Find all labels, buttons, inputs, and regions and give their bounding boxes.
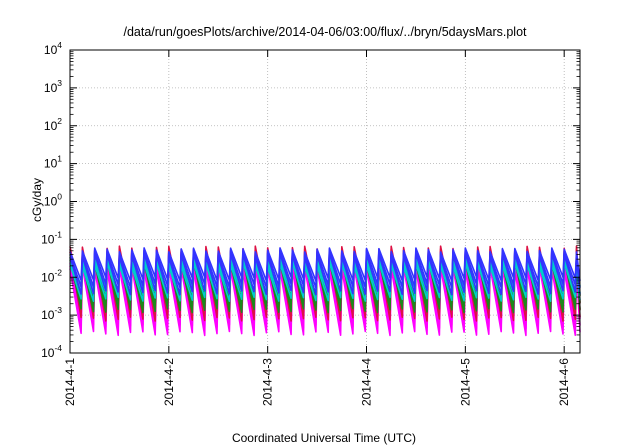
- y-tick-label: 10-1: [41, 229, 62, 246]
- x-axis-ticks: 2014-4-1 2014-4-2 2014-4-3 2014-4-4 2014-4-5…: [63, 50, 571, 406]
- y-tick-label: 104: [44, 40, 62, 57]
- chart-title: /data/run/goesPlots/archive/2014-04-06/0…: [123, 25, 527, 39]
- y-axis-ticks: 10-4 10-3 10-2 10-1 100 101 102 103 104: [41, 40, 580, 360]
- x-tick-label: 2014-4-4: [360, 358, 374, 406]
- y-tick-label: 102: [44, 116, 62, 133]
- data-series: [69, 245, 581, 337]
- x-tick-label: 2014-4-5: [458, 358, 472, 406]
- y-tick-label: 100: [44, 192, 62, 209]
- y-tick-label: 101: [44, 154, 62, 171]
- y-axis-label: cGy/day: [30, 178, 44, 222]
- series-line: [69, 247, 581, 282]
- y-tick-label: 10-4: [41, 343, 62, 360]
- y-tick-label: 103: [44, 78, 62, 95]
- y-tick-label: 10-3: [41, 305, 62, 322]
- x-axis-label: Coordinated Universal Time (UTC): [232, 431, 416, 445]
- x-tick-label: 2014-4-3: [261, 358, 275, 406]
- y-tick-label: 10-2: [41, 267, 62, 284]
- x-tick-label: 2014-4-2: [162, 358, 176, 406]
- x-tick-label: 2014-4-6: [557, 358, 571, 406]
- x-tick-label: 2014-4-1: [63, 358, 77, 406]
